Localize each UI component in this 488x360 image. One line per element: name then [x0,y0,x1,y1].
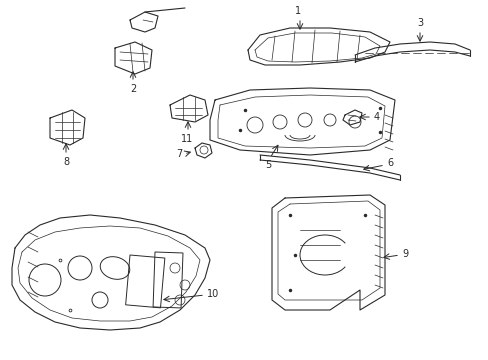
Text: 9: 9 [401,249,407,259]
Text: 7: 7 [175,149,182,159]
Text: 1: 1 [294,6,301,16]
Text: 8: 8 [63,157,69,167]
Text: 3: 3 [416,18,422,28]
Text: 11: 11 [181,134,193,144]
Text: 2: 2 [130,84,136,94]
Text: 4: 4 [373,112,379,122]
Text: 6: 6 [386,158,392,168]
Text: 10: 10 [206,289,219,299]
Bar [153,252,183,308]
Bar [125,255,164,308]
Text: 5: 5 [264,160,270,170]
